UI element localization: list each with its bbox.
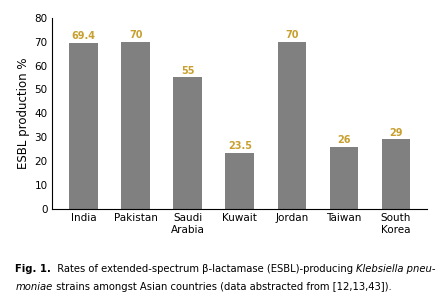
Text: Rates of extended-spectrum β-lactamase (ESBL)-producing: Rates of extended-spectrum β-lactamase (… — [51, 264, 356, 274]
Bar — [225, 153, 254, 209]
Text: 70: 70 — [285, 30, 299, 40]
Bar — [382, 139, 410, 209]
Text: 55: 55 — [181, 66, 194, 76]
Text: 69.4: 69.4 — [72, 31, 95, 41]
Text: moniae: moniae — [15, 282, 52, 292]
Y-axis label: ESBL production %: ESBL production % — [17, 58, 30, 169]
Bar — [330, 147, 358, 209]
Text: 23.5: 23.5 — [228, 141, 252, 151]
Bar — [174, 77, 202, 209]
Bar — [278, 42, 306, 209]
Text: 70: 70 — [129, 30, 143, 40]
Text: Klebsiella pneu-: Klebsiella pneu- — [356, 264, 436, 274]
Text: Fig. 1.: Fig. 1. — [15, 264, 51, 274]
Text: 29: 29 — [389, 128, 403, 138]
Bar — [121, 42, 150, 209]
Bar — [69, 43, 98, 209]
Text: strains amongst Asian countries (data abstracted from [12,13,43]).: strains amongst Asian countries (data ab… — [52, 282, 391, 292]
Text: 26: 26 — [337, 135, 351, 145]
